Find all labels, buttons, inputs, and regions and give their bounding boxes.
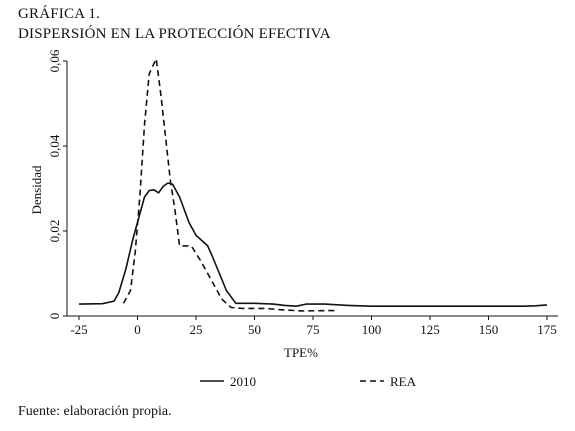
y-tick-label: 0,02 [47, 220, 62, 243]
x-tick-label: 50 [248, 322, 261, 337]
x-axis-label: TPE% [284, 345, 318, 360]
x-axis-ticks: -25 0 25 50 75 100 125 150 175 [70, 316, 557, 337]
x-tick-label: 150 [479, 322, 499, 337]
legend-label-rea: REA [390, 374, 417, 389]
y-tick-label: 0 [47, 313, 62, 320]
x-tick-label: 100 [362, 322, 382, 337]
chart-axes [66, 61, 558, 317]
x-tick-label: 175 [537, 322, 557, 337]
y-tick-label: 0,06 [47, 49, 62, 72]
series-line-rea [122, 58, 337, 312]
chart-title-line2: DISPERSIÓN EN LA PROTECCIÓN EFECTIVA [18, 26, 331, 42]
chart-legend: 2010 REA [200, 374, 417, 389]
chart-title-line1: GRÁFICA 1. [18, 6, 101, 22]
x-tick-label: 75 [307, 322, 320, 337]
source-note: Fuente: elaboración propia. [18, 404, 172, 419]
chart-series [78, 58, 548, 312]
y-tick-label: 0,04 [47, 134, 62, 157]
y-axis-ticks: 0 0,02 0,04 0,06 [47, 49, 67, 319]
x-tick-label: 0 [134, 322, 141, 337]
x-tick-label: 125 [420, 322, 440, 337]
series-line-2010 [78, 182, 548, 307]
legend-label-2010: 2010 [230, 374, 256, 389]
y-axis-label: Densidad [29, 165, 44, 215]
x-tick-label: 25 [190, 322, 203, 337]
x-tick-label: -25 [70, 322, 87, 337]
